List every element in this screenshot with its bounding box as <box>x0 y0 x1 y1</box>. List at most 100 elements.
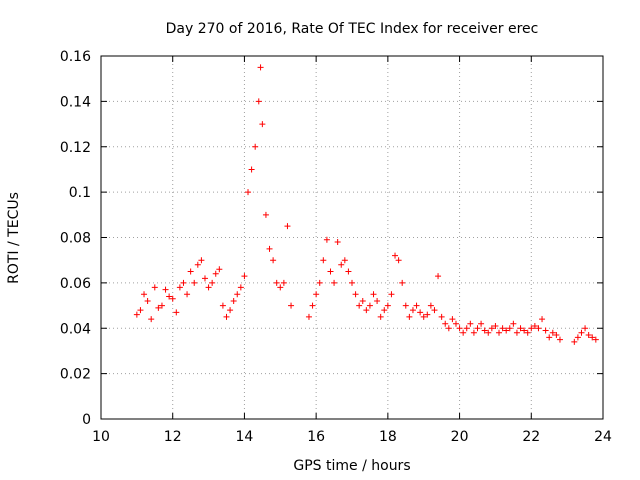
y-tick-label: 0.02 <box>60 367 91 383</box>
data-point <box>496 329 503 336</box>
data-point <box>556 336 563 343</box>
data-point <box>223 313 230 320</box>
data-point <box>262 211 269 218</box>
data-point <box>549 329 556 336</box>
data-point <box>162 286 169 293</box>
data-point <box>284 223 291 230</box>
data-point <box>585 332 592 339</box>
y-tick-label: 0.06 <box>60 276 91 292</box>
data-point <box>431 307 438 314</box>
data-point <box>352 291 359 298</box>
chart-title: Day 270 of 2016, Rate Of TEC Index for r… <box>166 21 539 37</box>
data-point <box>280 279 287 286</box>
data-point <box>144 298 151 305</box>
data-point <box>488 325 495 332</box>
data-point <box>374 298 381 305</box>
data-point <box>478 320 485 327</box>
data-point <box>187 268 194 275</box>
data-point <box>521 327 528 334</box>
data-point <box>349 279 355 286</box>
data-point <box>546 334 553 341</box>
data-point <box>445 325 452 332</box>
data-point <box>327 268 334 275</box>
data-point <box>245 189 252 196</box>
data-point <box>331 279 338 286</box>
data-point <box>341 257 348 264</box>
data-point <box>366 302 373 309</box>
y-tick-label: 0.04 <box>60 321 91 337</box>
y-tick-label: 0.14 <box>60 94 91 110</box>
data-point <box>219 302 226 309</box>
x-tick-label: 12 <box>164 429 182 445</box>
data-point <box>241 273 248 280</box>
data-point <box>356 302 363 309</box>
data-point <box>395 257 402 264</box>
data-point <box>481 327 488 334</box>
data-point <box>535 325 542 332</box>
data-point <box>234 291 241 298</box>
data-point <box>528 325 535 332</box>
data-point <box>485 329 492 336</box>
y-tick-label: 0.12 <box>60 140 91 156</box>
data-point <box>338 261 345 268</box>
data-point <box>273 279 280 286</box>
data-point <box>413 302 420 309</box>
data-point <box>230 298 237 305</box>
data-point <box>255 98 262 105</box>
data-point <box>392 252 399 259</box>
data-point <box>198 257 205 264</box>
data-point <box>427 302 434 309</box>
data-point <box>417 309 424 316</box>
data-point <box>166 293 173 300</box>
data-point <box>553 332 560 339</box>
data-point <box>542 327 549 334</box>
x-tick-label: 22 <box>522 429 540 445</box>
data-point <box>438 313 445 320</box>
data-point <box>467 320 474 327</box>
data-point <box>270 257 277 264</box>
x-tick-label: 10 <box>92 429 110 445</box>
data-point <box>309 302 316 309</box>
data-point <box>345 268 352 275</box>
data-point <box>323 236 330 243</box>
data-point <box>227 307 234 314</box>
data-point <box>513 329 520 336</box>
data-point <box>571 338 578 345</box>
data-point <box>470 329 477 336</box>
data-point <box>252 143 259 150</box>
data-point <box>506 325 513 332</box>
data-point <box>334 239 341 246</box>
data-point <box>589 334 596 341</box>
data-point <box>406 313 413 320</box>
data-point <box>180 279 187 286</box>
data-point <box>531 322 538 329</box>
data-point <box>141 291 148 298</box>
y-tick-label: 0.1 <box>69 185 91 201</box>
data-points <box>133 64 599 345</box>
data-point <box>266 245 273 252</box>
data-point <box>191 279 198 286</box>
data-point <box>277 284 284 291</box>
data-point <box>205 284 212 291</box>
data-point <box>370 291 377 298</box>
y-tick-label: 0.16 <box>60 49 91 65</box>
data-point <box>388 291 395 298</box>
data-point <box>452 320 459 327</box>
data-point <box>169 295 176 302</box>
data-point <box>363 307 370 314</box>
x-tick-label: 18 <box>379 429 397 445</box>
data-point <box>424 311 431 318</box>
data-point <box>248 166 255 173</box>
data-point <box>463 325 470 332</box>
data-point <box>209 279 216 286</box>
data-point <box>474 325 481 332</box>
data-point <box>517 325 524 332</box>
data-point <box>449 316 456 323</box>
data-point <box>173 309 180 316</box>
data-point <box>409 307 416 314</box>
data-point <box>184 291 191 298</box>
axis-ticks: 10 12 14 16 18 20 22 24 0 0.02 0.04 0.06 0.08 0.1 0.12… <box>60 49 612 445</box>
data-point <box>384 302 391 309</box>
data-point <box>212 270 219 277</box>
